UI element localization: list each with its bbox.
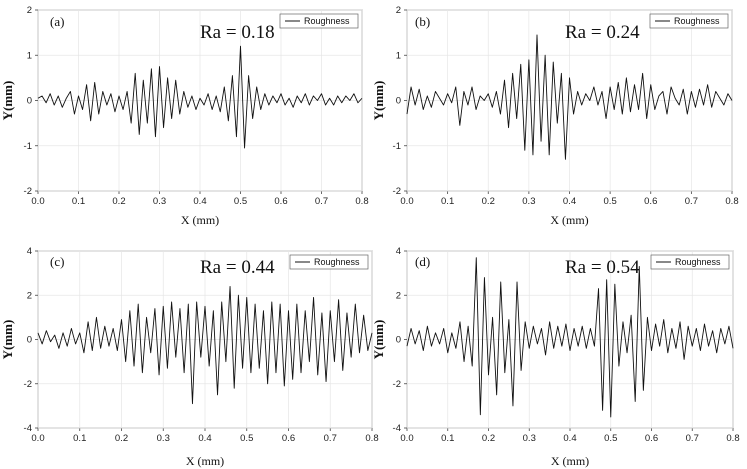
y-tick-label: 4 xyxy=(396,246,401,257)
legend-entry: Roughness xyxy=(304,16,350,26)
y-tick-label: 0 xyxy=(396,335,401,346)
chart-panel-d: 0.0 0.1 0.2 0.3 0.4 0.5 0.6 0.7 0.8 4 2 0 -2 -4 X (mm)… xyxy=(371,246,740,468)
panel-label: (d) xyxy=(415,254,430,269)
y-tick-label: -4 xyxy=(24,423,32,434)
x-tick-label: 0.0 xyxy=(31,433,44,444)
roughness-series-line xyxy=(406,257,734,418)
y-tick-label: 2 xyxy=(396,5,401,16)
x-tick-label: 0.1 xyxy=(72,196,85,207)
roughness-series-line xyxy=(37,45,363,149)
legend: Roughness xyxy=(289,254,369,270)
x-tick-label: 0.5 xyxy=(240,433,253,444)
x-tick-label: 0.2 xyxy=(482,433,495,444)
y-tick-label: 0 xyxy=(27,96,32,107)
y-tick-label: -2 xyxy=(24,379,32,390)
x-tick-label: 0.6 xyxy=(645,433,658,444)
y-tick-label: 1 xyxy=(27,50,32,61)
x-tick-label: 0.0 xyxy=(400,196,413,207)
x-axis-label: X (mm) xyxy=(551,454,589,468)
x-tick-label: 0.2 xyxy=(112,196,125,207)
y-axis-label: Y(mm) xyxy=(0,81,15,121)
x-tick-label: 0.6 xyxy=(282,433,295,444)
x-tick-label: 0.3 xyxy=(522,196,535,207)
y-tick-label: 1 xyxy=(396,50,401,61)
x-tick-label: 0.7 xyxy=(315,196,328,207)
y-tick-label: -2 xyxy=(393,186,401,197)
chart-panel-c: 0.0 0.1 0.2 0.3 0.4 0.5 0.6 0.7 0.8 4 2 0 -2 -4 X (mm)… xyxy=(0,246,379,468)
legend: Roughness xyxy=(650,254,730,270)
y-tick-label: 2 xyxy=(396,290,401,301)
legend-box xyxy=(650,254,730,270)
x-tick-label: 0.3 xyxy=(523,433,536,444)
x-tick-label: 0.0 xyxy=(400,433,413,444)
x-tick-label: 0.1 xyxy=(441,196,454,207)
legend-entry: Roughness xyxy=(314,257,360,267)
legend-entry: Roughness xyxy=(674,16,720,26)
y-tick-label: -2 xyxy=(24,186,32,197)
ra-annotation: Ra = 0.44 xyxy=(200,257,275,278)
x-tick-label: 0.4 xyxy=(563,196,576,207)
legend: Roughness xyxy=(649,13,729,29)
ra-annotation: Ra = 0.24 xyxy=(565,22,640,43)
legend: Roughness xyxy=(279,13,359,29)
x-tick-label: 0.5 xyxy=(234,196,247,207)
y-tick-label: -1 xyxy=(393,141,401,152)
x-tick-label: 0.6 xyxy=(644,196,657,207)
y-axis-label: Y(mm) xyxy=(371,81,386,121)
legend-box xyxy=(649,13,729,29)
y-tick-label: -2 xyxy=(393,379,401,390)
x-tick-label: 0.1 xyxy=(441,433,454,444)
panel-label: (b) xyxy=(415,14,430,29)
legend-box xyxy=(289,254,369,270)
y-tick-label: 4 xyxy=(27,246,32,257)
y-tick-label: -4 xyxy=(393,423,401,434)
x-tick-label: 0.2 xyxy=(115,433,128,444)
roughness-series-line xyxy=(37,285,373,405)
x-tick-label: 0.0 xyxy=(31,196,44,207)
x-tick-label: 0.1 xyxy=(73,433,86,444)
roughness-series-line xyxy=(406,34,733,160)
x-tick-label: 0.4 xyxy=(563,433,576,444)
legend-box xyxy=(279,13,359,29)
chart-panel-a: 0.0 0.1 0.2 0.3 0.4 0.5 0.6 0.7 0.8 2 1 0 -1 -2 X (mm)… xyxy=(0,5,369,227)
x-tick-label: 0.5 xyxy=(604,433,617,444)
x-axis-label: X (mm) xyxy=(181,213,219,227)
y-tick-label: 2 xyxy=(27,290,32,301)
y-axis-label: Y(mm) xyxy=(371,320,386,360)
y-tick-label: 2 xyxy=(27,5,32,16)
panel-label: (c) xyxy=(50,254,64,269)
x-tick-label: 0.6 xyxy=(274,196,287,207)
chart-panel-b: 0.0 0.1 0.2 0.3 0.4 0.5 0.6 0.7 0.8 2 1 0 -1 -2 X (mm)… xyxy=(371,5,739,227)
x-tick-label: 0.8 xyxy=(726,433,739,444)
x-tick-label: 0.8 xyxy=(725,196,738,207)
ra-annotation: Ra = 0.54 xyxy=(565,257,640,278)
x-tick-label: 0.2 xyxy=(482,196,495,207)
x-axis-label: X (mm) xyxy=(186,454,224,468)
x-tick-label: 0.4 xyxy=(198,433,211,444)
panel-label: (a) xyxy=(50,14,64,29)
y-tick-label: 0 xyxy=(27,335,32,346)
ra-annotation: Ra = 0.18 xyxy=(200,22,275,43)
y-axis-label: Y(mm) xyxy=(0,320,15,360)
x-tick-label: 0.7 xyxy=(324,433,337,444)
x-tick-label: 0.4 xyxy=(193,196,206,207)
x-tick-label: 0.3 xyxy=(153,196,166,207)
x-tick-label: 0.8 xyxy=(355,196,368,207)
x-tick-label: 0.3 xyxy=(157,433,170,444)
x-tick-label: 0.8 xyxy=(365,433,378,444)
legend-entry: Roughness xyxy=(675,257,721,267)
x-tick-label: 0.7 xyxy=(686,433,699,444)
x-tick-label: 0.5 xyxy=(604,196,617,207)
x-axis-label: X (mm) xyxy=(550,213,588,227)
y-tick-label: -1 xyxy=(24,141,32,152)
x-tick-label: 0.7 xyxy=(685,196,698,207)
y-tick-label: 0 xyxy=(396,96,401,107)
